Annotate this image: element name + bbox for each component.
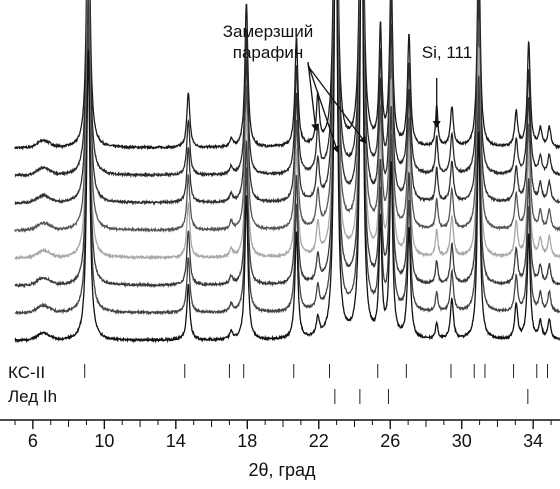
x-tick-label: 6 bbox=[28, 431, 38, 451]
diffraction-trace-7 bbox=[14, 0, 560, 316]
diffraction-trace-6 bbox=[14, 0, 560, 289]
reference-label-ice-ih: Лед Ih bbox=[8, 387, 57, 406]
x-tick-label: 10 bbox=[94, 431, 114, 451]
annotation-frozen-paraffin-line1: Замерзший bbox=[223, 22, 314, 41]
x-tick-label: 30 bbox=[452, 431, 472, 451]
arrow-frozen-paraffin-3 bbox=[307, 65, 367, 144]
diffraction-trace-1 bbox=[14, 0, 560, 151]
x-axis: 6 10 14 18 22 26 30 34 bbox=[0, 419, 560, 451]
x-tick-label: 22 bbox=[309, 431, 329, 451]
x-tick-label: 14 bbox=[166, 431, 186, 451]
diffraction-trace-4 bbox=[14, 0, 560, 234]
arrow-frozen-paraffin-2 bbox=[307, 63, 340, 153]
peak-annotations: Замерзший парафин Si, 111 bbox=[223, 22, 472, 153]
annotation-si-111: Si, 111 bbox=[422, 43, 472, 62]
arrow-frozen-paraffin-1 bbox=[307, 61, 320, 131]
x-axis-title: 2θ, град bbox=[248, 460, 316, 480]
diffraction-trace-3 bbox=[14, 0, 560, 206]
reference-label-ks2: КС-II bbox=[8, 363, 45, 382]
annotation-frozen-paraffin-line2: парафин bbox=[233, 43, 303, 62]
x-tick-label: 26 bbox=[380, 431, 400, 451]
diffraction-trace-2 bbox=[14, 0, 560, 179]
reference-peak-markers: КС-II Лед Ih bbox=[8, 363, 548, 406]
x-tick-label: 34 bbox=[523, 431, 543, 451]
diffraction-trace-5 bbox=[14, 0, 560, 261]
diffraction-traces bbox=[14, 0, 560, 344]
x-tick-label: 18 bbox=[237, 431, 257, 451]
diffraction-trace-8 bbox=[14, 0, 560, 344]
